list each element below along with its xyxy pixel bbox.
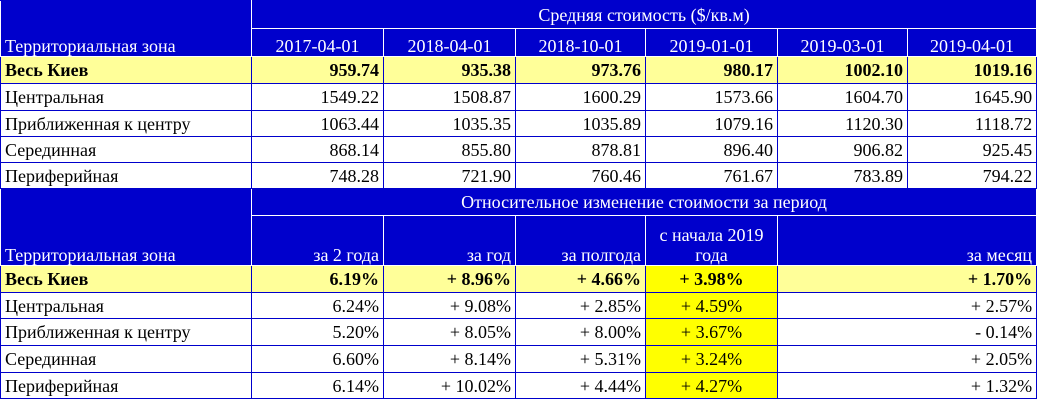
value-cell: + 1.70% bbox=[776, 265, 1037, 293]
zone-header: Территориальная зона bbox=[0, 188, 252, 266]
value-cell: 761.67 bbox=[645, 162, 778, 189]
value-cell: + 4.27% bbox=[645, 372, 778, 399]
value-cell: 6.24% bbox=[251, 292, 384, 319]
table-row: Периферийная 748.28 721.90 760.46 761.67 783.… bbox=[0, 162, 1037, 189]
value-cell: 1019.16 bbox=[906, 56, 1037, 84]
table-row: Территориальная зона Средняя стоимость ($… bbox=[0, 0, 1037, 57]
value-cell: 1079.16 bbox=[645, 110, 778, 137]
zone-name: Серединная bbox=[0, 345, 252, 373]
value-cell: 5.20% bbox=[251, 318, 384, 346]
value-cell: + 1.32% bbox=[776, 372, 1037, 399]
table-row: за 2 года за год за полгода с начала 2019 г… bbox=[1, 215, 1037, 266]
value-cell: 896.40 bbox=[645, 136, 778, 163]
value-cell: 878.81 bbox=[515, 136, 646, 163]
value-cell: + 8.00% bbox=[515, 318, 646, 346]
value-cell: + 8.96% bbox=[383, 265, 516, 293]
table-row: Серединная 6.60% + 8.14% + 5.31% + 3.24% + 2.… bbox=[0, 345, 1037, 373]
value-cell: + 4.66% bbox=[515, 265, 646, 293]
value-cell: 1063.44 bbox=[251, 110, 384, 137]
value-cell: 760.46 bbox=[515, 162, 646, 189]
value-cell: 973.76 bbox=[515, 56, 646, 84]
value-cell: + 3.67% bbox=[645, 318, 778, 346]
value-cell: + 3.24% bbox=[645, 345, 778, 373]
value-cell: + 2.85% bbox=[515, 292, 646, 319]
zone-name: Центральная bbox=[0, 292, 252, 319]
value-cell: + 3.98% bbox=[645, 265, 778, 293]
column-header: 2018-04-01 bbox=[383, 28, 516, 57]
value-cell: 868.14 bbox=[251, 136, 384, 163]
column-header: за год bbox=[383, 215, 516, 266]
value-cell: 748.28 bbox=[251, 162, 384, 189]
value-cell: + 10.02% bbox=[383, 372, 516, 399]
zone-name: Центральная bbox=[0, 83, 252, 111]
column-header: 2018-10-01 bbox=[515, 28, 646, 57]
column-header: 2017-04-01 bbox=[251, 28, 384, 57]
value-cell: 6.19% bbox=[251, 265, 384, 293]
value-cell: - 0.14% bbox=[776, 318, 1037, 346]
value-cell: 6.14% bbox=[251, 372, 384, 399]
value-cell: 906.82 bbox=[777, 136, 908, 163]
zone-name: Периферийная bbox=[0, 162, 252, 189]
column-header: за 2 года bbox=[251, 215, 384, 266]
zone-header: Территориальная зона bbox=[0, 0, 252, 57]
value-cell: + 4.59% bbox=[645, 292, 778, 319]
value-cell: 855.80 bbox=[383, 136, 516, 163]
column-header: 2019-01-01 bbox=[645, 28, 778, 57]
value-cell: 1002.10 bbox=[777, 56, 908, 84]
value-cell: 1549.22 bbox=[251, 83, 384, 111]
value-cell: 794.22 bbox=[906, 162, 1037, 189]
table-row: Приближенная к центру 5.20% + 8.05% + 8.00%… bbox=[0, 318, 1037, 346]
value-cell: 721.90 bbox=[383, 162, 516, 189]
zone-name: Серединная bbox=[0, 136, 252, 163]
zone-name: Приближенная к центру bbox=[0, 318, 252, 346]
value-cell: + 2.05% bbox=[776, 345, 1037, 373]
column-header: с начала 2019 года bbox=[645, 215, 778, 266]
table-row: Приближенная к центру 1063.44 1035.35 1035.… bbox=[0, 110, 1037, 137]
table-row: 2017-04-01 2018-04-01 2018-10-01 2019-01-01… bbox=[1, 28, 1037, 57]
value-cell: 1035.89 bbox=[515, 110, 646, 137]
table-row: Весь Киев 959.74 935.38 973.76 980.17 1002.10… bbox=[0, 56, 1037, 84]
value-cell: 1600.29 bbox=[515, 83, 646, 111]
zone-name: Периферийная bbox=[0, 372, 252, 399]
value-cell: + 8.05% bbox=[383, 318, 516, 346]
value-cell: 1035.35 bbox=[383, 110, 516, 137]
value-cell: + 9.08% bbox=[383, 292, 516, 319]
value-cell: 1120.30 bbox=[777, 110, 908, 137]
table-title: Относительное изменение стоимости за пер… bbox=[250, 188, 1037, 216]
value-cell: + 4.44% bbox=[515, 372, 646, 399]
column-header: за полгода bbox=[515, 215, 646, 266]
value-cell: 1645.90 bbox=[906, 83, 1037, 111]
table-row: Периферийная 6.14% + 10.02% + 4.44% + 4.27% +… bbox=[0, 372, 1037, 399]
value-cell: 1118.72 bbox=[906, 110, 1037, 137]
value-cell: 980.17 bbox=[645, 56, 778, 84]
table-row: Центральная 1549.22 1508.87 1600.29 1573.66 1… bbox=[0, 83, 1037, 111]
value-cell: 935.38 bbox=[383, 56, 516, 84]
table-row: Серединная 868.14 855.80 878.81 896.40 906.82… bbox=[0, 136, 1037, 163]
table-row: Весь Киев 6.19% + 8.96% + 4.66% + 3.98% + 1.7… bbox=[0, 265, 1037, 293]
value-cell: + 5.31% bbox=[515, 345, 646, 373]
table-title: Средняя стоимость ($/кв.м) bbox=[250, 0, 1037, 29]
value-cell: 6.60% bbox=[251, 345, 384, 373]
table-row: Территориальная зона Относительное измене… bbox=[0, 188, 1037, 266]
column-header: за месяц bbox=[776, 215, 1037, 266]
value-cell: 1573.66 bbox=[645, 83, 778, 111]
value-cell: 783.89 bbox=[777, 162, 908, 189]
value-cell: 959.74 bbox=[251, 56, 384, 84]
zone-name: Приближенная к центру bbox=[0, 110, 252, 137]
zone-name: Весь Киев bbox=[0, 265, 252, 293]
zone-name: Весь Киев bbox=[0, 56, 252, 84]
value-cell: 925.45 bbox=[906, 136, 1037, 163]
value-cell: 1604.70 bbox=[777, 83, 908, 111]
value-cell: + 8.14% bbox=[383, 345, 516, 373]
value-cell: + 2.57% bbox=[776, 292, 1037, 319]
column-header: 2019-03-01 bbox=[777, 28, 908, 57]
table-row: Центральная 6.24% + 9.08% + 2.85% + 4.59% + 2… bbox=[0, 292, 1037, 319]
value-cell: 1508.87 bbox=[383, 83, 516, 111]
column-header: 2019-04-01 bbox=[906, 28, 1037, 57]
